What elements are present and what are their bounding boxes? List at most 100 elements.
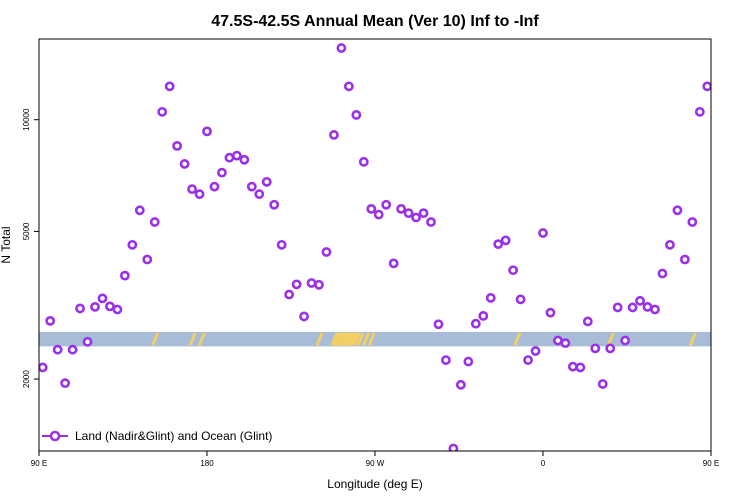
data-point — [105, 301, 115, 312]
band-marker — [315, 332, 324, 346]
data-point — [545, 307, 556, 318]
data-point — [493, 239, 504, 250]
data-point — [538, 228, 548, 238]
data-point — [246, 181, 257, 192]
y-axis-ticks: 2000 5000 10000 — [22, 108, 39, 388]
data-point — [470, 318, 481, 329]
data-point — [478, 310, 489, 321]
data-point — [239, 154, 250, 165]
x-tick-label: 90 W — [366, 459, 385, 468]
data-point — [254, 189, 265, 200]
data-point — [418, 208, 429, 219]
data-point — [441, 355, 451, 365]
band-marker — [334, 332, 343, 346]
data-point — [500, 235, 511, 246]
data-point — [67, 344, 78, 355]
data-point — [694, 106, 705, 117]
data-point — [567, 361, 578, 372]
data-point — [388, 258, 399, 269]
legend-label: Land (Nadir&Glint) and Ocean (Glint) — [75, 429, 272, 443]
data-point — [90, 301, 100, 312]
data-point — [75, 303, 85, 314]
data-point — [485, 292, 496, 303]
data-point — [269, 199, 280, 210]
data-point — [284, 289, 295, 300]
chart-title: 47.5S-42.5S Annual Mean (Ver 10) Inf to … — [211, 13, 539, 30]
data-point — [52, 344, 63, 355]
data-point — [560, 338, 571, 349]
band-marker — [332, 332, 341, 346]
data-point — [657, 268, 668, 279]
data-point — [455, 379, 466, 390]
data-point — [321, 247, 332, 257]
data-points — [39, 43, 711, 451]
data-point — [575, 362, 586, 373]
data-point — [231, 150, 242, 161]
band-marker — [330, 332, 339, 346]
data-point — [276, 239, 287, 250]
y-tick-label: 2000 — [22, 370, 31, 388]
data-point — [179, 159, 190, 169]
x-tick-label: 180 — [200, 459, 214, 468]
data-point — [687, 217, 698, 227]
band-marker — [352, 332, 361, 346]
band-marker — [345, 332, 354, 346]
uncertainty-band — [39, 331, 711, 347]
data-point — [134, 205, 145, 216]
data-point — [329, 130, 339, 140]
data-point — [433, 319, 444, 330]
band-marker — [741, 333, 746, 345]
data-point — [411, 212, 421, 223]
band-marker — [338, 332, 346, 346]
band-marker — [349, 332, 357, 346]
data-point — [119, 270, 130, 281]
data-point — [679, 254, 690, 265]
legend: Land (Nadir&Glint) and Ocean (Glint) — [42, 429, 272, 443]
data-point — [127, 239, 138, 250]
plot-frame — [38, 38, 712, 452]
x-axis-label: Longitude (deg E) — [327, 477, 422, 491]
band-marker — [367, 332, 376, 346]
band-marker — [513, 332, 522, 346]
data-point — [612, 302, 623, 313]
data-point — [605, 343, 616, 354]
x-tick-label: 90 E — [703, 459, 719, 468]
data-point — [60, 378, 71, 389]
y-tick-label: 10000 — [22, 108, 31, 131]
data-point — [299, 311, 309, 322]
x-tick-label: 90 E — [31, 459, 47, 468]
data-point — [635, 295, 645, 306]
data-point — [149, 217, 160, 227]
data-point — [194, 189, 205, 200]
data-point — [508, 265, 519, 276]
data-point — [590, 343, 601, 354]
y-tick-label: 5000 — [22, 222, 31, 240]
data-point — [426, 217, 436, 227]
band-marker — [606, 332, 615, 346]
data-point — [217, 167, 227, 178]
data-point — [224, 152, 235, 163]
data-point — [172, 140, 183, 151]
data-point — [373, 209, 384, 220]
data-point — [597, 379, 608, 389]
data-point — [515, 294, 526, 305]
band-marker — [343, 332, 352, 346]
band-marker — [730, 333, 735, 345]
band-marker — [198, 332, 206, 346]
data-point — [306, 278, 317, 288]
data-point — [642, 301, 653, 312]
band-marker — [336, 332, 344, 346]
data-point — [523, 355, 533, 365]
data-point — [366, 203, 377, 214]
data-point — [112, 304, 123, 315]
band-marker — [347, 332, 356, 346]
data-point — [187, 184, 197, 195]
data-point — [582, 316, 593, 327]
band-marker — [188, 332, 197, 346]
band-marker — [737, 333, 742, 345]
band-marker — [688, 332, 697, 346]
data-point — [396, 203, 407, 214]
band-marker — [339, 332, 348, 346]
band-marker — [733, 333, 738, 345]
data-point — [351, 110, 362, 120]
